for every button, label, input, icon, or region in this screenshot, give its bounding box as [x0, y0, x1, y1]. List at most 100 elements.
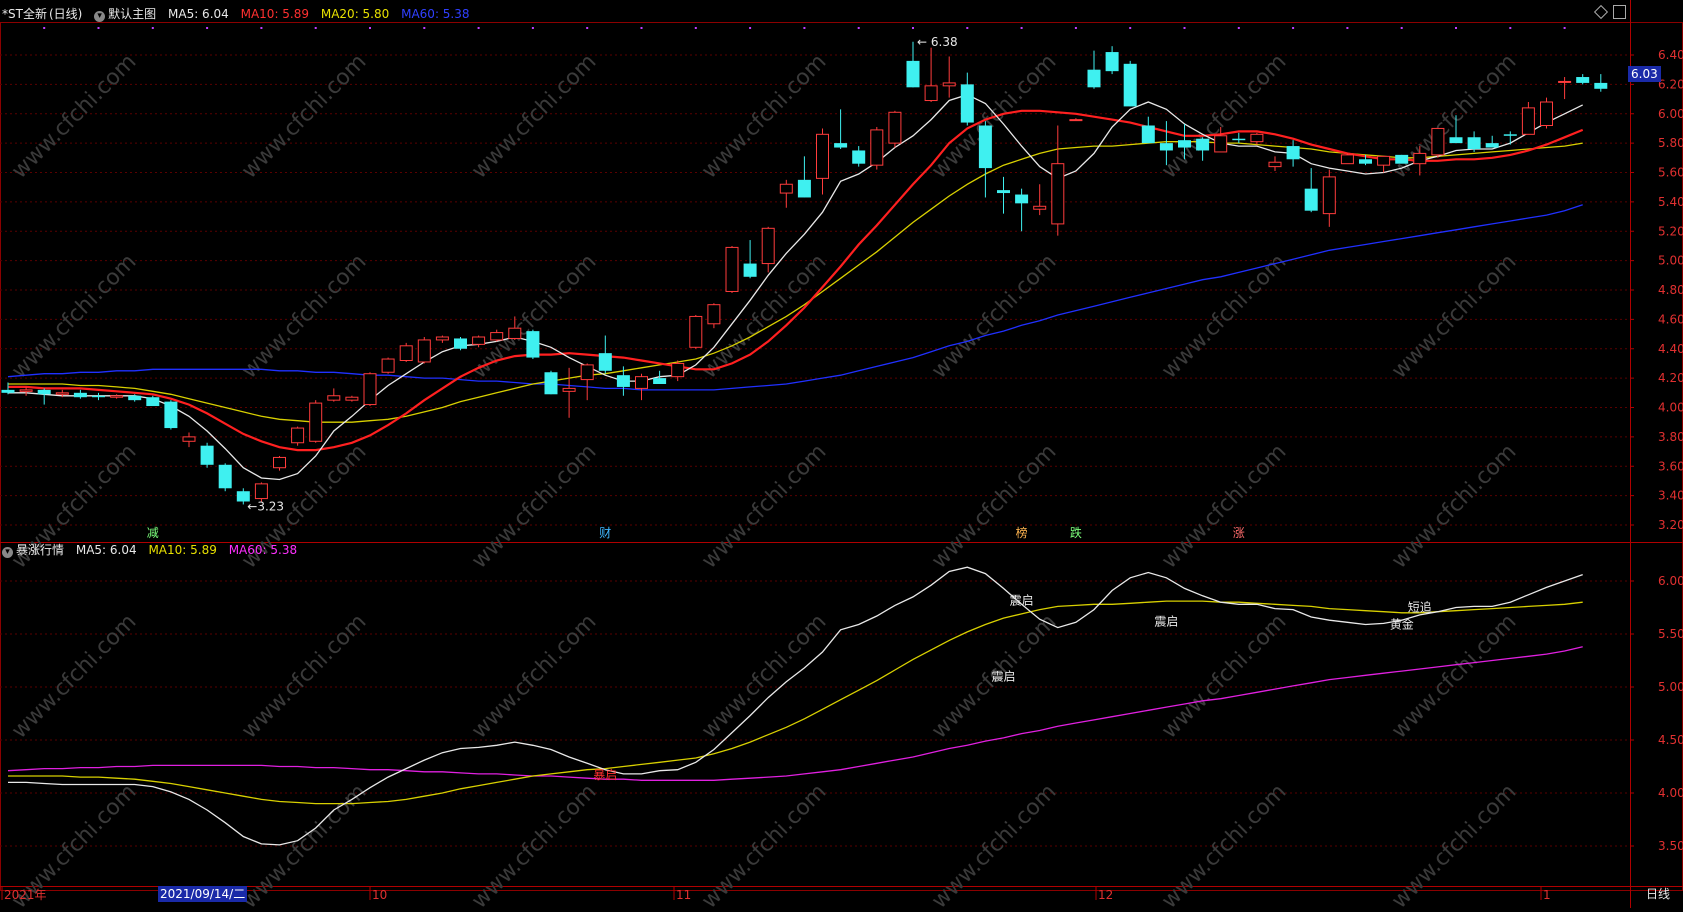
signal-label: 短追 — [1408, 600, 1432, 615]
marker-dot — [314, 27, 317, 29]
candle-body — [363, 373, 377, 406]
candle-body — [1087, 69, 1101, 88]
marker-dot — [369, 27, 371, 29]
candle-body — [635, 376, 648, 389]
period-label: (日线) — [48, 7, 83, 21]
candle-body — [761, 227, 775, 265]
marker-dot — [1020, 27, 1023, 29]
watermark-text: www.cfchi.com — [237, 249, 371, 383]
candle-body — [508, 327, 522, 339]
marker-dot — [1237, 27, 1240, 29]
watermark-text: www.cfchi.com — [1387, 249, 1521, 383]
dropdown-icon[interactable]: ▾ — [94, 11, 106, 22]
signal-label: 震启 — [1010, 593, 1034, 607]
candle-body — [218, 464, 232, 489]
watermark-text: www.cfchi.com — [697, 609, 831, 743]
candle-body — [1467, 137, 1481, 149]
ma10-label: MA10: 5.89 — [240, 7, 310, 21]
dropdown-icon[interactable]: ▾ — [2, 547, 13, 558]
marker-dot — [803, 27, 806, 29]
sub-ma60-label: MA60: 5.38 — [228, 543, 298, 557]
marker-dot — [423, 27, 426, 29]
candle-body — [960, 84, 974, 123]
signal-label: 暴启 — [593, 768, 617, 782]
candle-body — [725, 246, 739, 292]
watermark-text: www.cfchi.com — [1157, 249, 1291, 383]
watermark-text: www.cfchi.com — [697, 439, 831, 573]
watermark-text: www.cfchi.com — [1157, 439, 1291, 573]
candle-body — [1322, 176, 1336, 215]
marker-dot — [1563, 27, 1566, 29]
candle-body — [1540, 101, 1553, 126]
marker-dot — [1074, 27, 1077, 29]
candle-body — [852, 150, 866, 164]
y-tick-label: 3.80 — [1658, 430, 1683, 444]
watermark-text: www.cfchi.com — [467, 609, 601, 743]
y-tick-label: 6.00 — [1658, 574, 1683, 588]
candle-body — [707, 304, 721, 325]
ma20-label: MA20: 5.80 — [320, 7, 390, 21]
ma60-label: MA60: 5.38 — [401, 7, 470, 21]
watermark-text: www.cfchi.com — [927, 439, 1061, 573]
candle-body — [182, 436, 196, 442]
candle-body — [1159, 143, 1173, 151]
marker-dot — [260, 27, 263, 29]
watermark-text: www.cfchi.com — [1387, 439, 1521, 573]
candle-body — [906, 60, 920, 88]
watermark-text: www.cfchi.com — [7, 249, 141, 383]
candle-body — [816, 133, 829, 179]
candle-body — [1485, 143, 1499, 148]
period-button[interactable]: 日线 — [1646, 887, 1671, 901]
y-tick-label: 3.20 — [1658, 518, 1683, 532]
low-price-annotation: ←3.23 — [247, 499, 284, 513]
marker-dot — [694, 27, 697, 29]
signal-label: 黄金 — [1390, 617, 1414, 632]
candle-body — [1015, 194, 1029, 204]
watermark-text: www.cfchi.com — [1157, 609, 1291, 743]
watermark-text: www.cfchi.com — [467, 49, 601, 183]
candle-body — [1178, 140, 1191, 148]
template-label[interactable]: 默认主图 — [108, 7, 157, 21]
candle-body — [580, 364, 594, 381]
y-tick-label: 5.80 — [1658, 136, 1683, 150]
candle-body — [1521, 107, 1535, 135]
watermark-text: www.cfchi.com — [927, 249, 1061, 383]
watermark-text: www.cfchi.com — [1387, 779, 1521, 908]
candle-body — [1413, 152, 1427, 165]
candle-body — [544, 372, 558, 395]
candle-body — [834, 143, 848, 148]
candle-body — [689, 315, 703, 348]
y-tick-label: 4.20 — [1658, 371, 1683, 385]
candle-body — [435, 336, 449, 341]
marker-dot — [1455, 27, 1457, 29]
marker-dot — [1400, 27, 1403, 29]
candle-body — [1033, 205, 1047, 210]
stock-name[interactable]: *ST全新 — [2, 7, 47, 21]
marker-dot — [1183, 27, 1186, 29]
ma5-label: MA5: 6.04 — [168, 7, 229, 21]
candle-body — [1123, 63, 1137, 107]
ma5-line — [8, 94, 1583, 481]
candle-body — [1449, 137, 1463, 144]
marker-dot — [857, 27, 860, 29]
candle-body — [779, 183, 793, 194]
sub-ma5-label: MA5: 6.04 — [75, 543, 137, 557]
candle-body — [942, 82, 956, 87]
watermark-text: www.cfchi.com — [7, 609, 141, 743]
candle-body — [1304, 188, 1318, 211]
candle-body — [1594, 82, 1608, 89]
indicator-title[interactable]: 暴涨行情 — [16, 543, 65, 557]
watermark-text: www.cfchi.com — [697, 49, 831, 183]
candle-body — [73, 392, 87, 398]
marker-dot — [97, 27, 100, 29]
window-restore-icon[interactable] — [1613, 5, 1626, 19]
marker-dot — [586, 27, 589, 29]
y-tick-label: 6.40 — [1658, 48, 1683, 62]
marker-dot — [1129, 27, 1132, 29]
candle-body — [1576, 77, 1590, 83]
candle-body — [997, 190, 1010, 194]
event-marker: 跌 — [1070, 525, 1082, 540]
marker-dot — [531, 27, 534, 29]
candle-body — [128, 395, 142, 401]
